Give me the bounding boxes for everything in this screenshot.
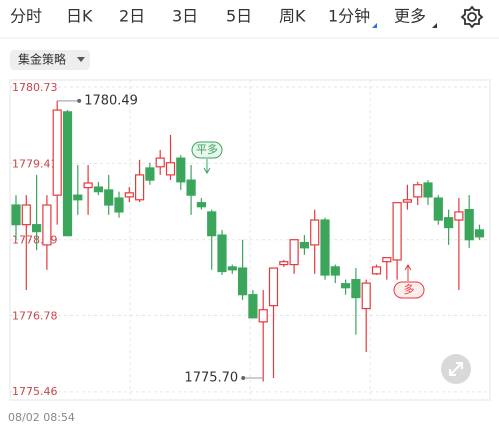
candle-body [279, 261, 289, 266]
candle-body [413, 184, 423, 198]
candle-body [382, 257, 392, 263]
candle-body [21, 204, 31, 226]
tab-bar: 分时 日K 2日 3日 5日 周K 1分钟 更多 [0, 7, 499, 39]
candle-body [93, 186, 104, 193]
signal-label: 多 [404, 282, 415, 296]
tab-corner [432, 23, 437, 28]
signal-label: 平多 [196, 142, 218, 156]
candle-body [248, 294, 258, 319]
tab-corner [372, 23, 377, 28]
candle-body [310, 219, 320, 246]
candle-body [268, 267, 279, 307]
candle-body [196, 202, 206, 208]
tab[interactable]: 5日 [226, 7, 252, 26]
min-label: 1775.70 [184, 371, 238, 386]
candle-body [52, 109, 62, 196]
expand-button[interactable] [441, 354, 471, 384]
candle-body [165, 162, 176, 176]
expand-glyph [449, 362, 463, 376]
candle-body [474, 229, 485, 238]
candle-body [11, 204, 21, 226]
candle-body [124, 192, 134, 198]
candle-body [145, 167, 155, 181]
candle-body [330, 266, 340, 276]
tab[interactable]: 分时 [10, 7, 42, 26]
tab[interactable]: 更多 [394, 7, 426, 26]
tab[interactable]: 周K [279, 7, 306, 26]
candle-body [289, 239, 299, 266]
candle-body [62, 111, 73, 237]
candle-body [392, 202, 402, 261]
y-tick-label: 1779.41 [12, 157, 58, 170]
candle-body [186, 179, 196, 196]
candle-body [402, 199, 412, 203]
time-label: 08/02 08:54 [8, 411, 75, 424]
dropdown-label: 集金策略 [18, 52, 66, 67]
signal-arrow [404, 264, 412, 281]
candle-body [320, 219, 330, 276]
dropdown-arrow [77, 57, 85, 62]
settings-icon[interactable] [460, 5, 484, 29]
max-label: 1780.49 [84, 93, 138, 108]
strategy-dropdown[interactable]: 集金策略 [10, 50, 90, 70]
candle-body [73, 194, 83, 201]
candle-body [31, 224, 42, 233]
gear-center [467, 12, 477, 22]
candle-body [454, 211, 464, 221]
tab[interactable]: 3日 [172, 7, 198, 26]
y-tick-label: 1776.78 [12, 310, 58, 323]
candle-body [114, 197, 124, 213]
candle-body [423, 182, 433, 198]
y-tick-label: 1775.46 [12, 385, 58, 398]
dropdown-bg [10, 50, 90, 70]
candle-body [464, 209, 474, 241]
signal-box [191, 141, 223, 159]
candle-body [135, 174, 145, 201]
candle-body [299, 242, 309, 249]
tab[interactable]: 2日 [119, 7, 145, 26]
signal-arrow [203, 159, 211, 174]
candle-body [104, 189, 114, 206]
min-dot [241, 376, 246, 381]
candle-body [176, 157, 186, 183]
max-dot [77, 98, 82, 103]
candle-body [371, 266, 382, 275]
plot: 1780.731779.411778.091776.781775.4608/02… [8, 79, 491, 424]
candle-body [207, 211, 217, 237]
candle-body [227, 266, 237, 271]
candle-body [83, 182, 93, 189]
candle-body [433, 197, 443, 221]
candle-body [361, 282, 371, 310]
candle-body [238, 267, 248, 296]
y-tick-label: 1780.73 [12, 81, 58, 94]
tab[interactable]: 1分钟 [328, 7, 370, 26]
candle-body [155, 157, 165, 168]
tab[interactable]: 日K [66, 7, 93, 26]
candle-body [217, 234, 227, 273]
candle-body [42, 204, 52, 246]
signal-box [393, 281, 425, 299]
gear-outline [460, 5, 484, 29]
candle-body [351, 279, 361, 299]
candle-body [258, 309, 268, 323]
candle-body [341, 283, 351, 289]
candle-body [444, 217, 454, 229]
